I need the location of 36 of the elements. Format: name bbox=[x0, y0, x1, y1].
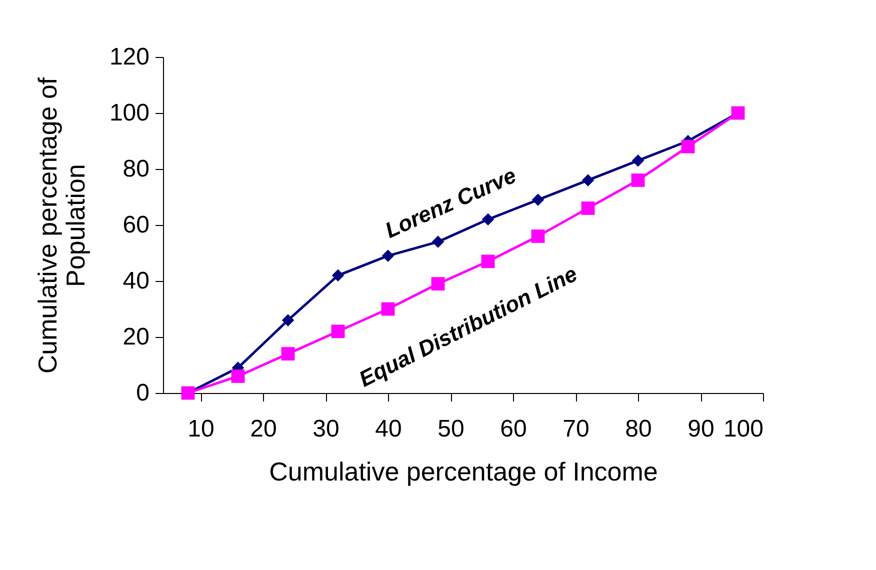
y-tick-label: 80 bbox=[122, 156, 150, 182]
y-tick-label: 20 bbox=[122, 324, 150, 350]
point bbox=[431, 277, 445, 291]
point bbox=[281, 347, 295, 361]
x-tick-label: 80 bbox=[625, 416, 652, 442]
point bbox=[581, 201, 595, 215]
point bbox=[482, 213, 494, 226]
x-tick-label: 90 bbox=[688, 416, 714, 442]
point bbox=[531, 229, 545, 243]
point bbox=[331, 324, 345, 338]
point bbox=[582, 174, 594, 186]
point bbox=[381, 302, 395, 316]
point bbox=[481, 254, 495, 268]
point bbox=[632, 154, 644, 167]
point bbox=[332, 269, 344, 282]
x-tick-label: 40 bbox=[375, 416, 402, 442]
y-tick-label: 40 bbox=[122, 268, 150, 294]
x-tick-label: 70 bbox=[562, 416, 590, 442]
x-tick-label: 30 bbox=[312, 416, 340, 442]
point bbox=[282, 314, 294, 326]
y-tick-label: 100 bbox=[109, 100, 150, 126]
x-tick-label: 10 bbox=[188, 416, 214, 442]
point bbox=[631, 173, 645, 187]
y-tick-label: 60 bbox=[122, 212, 150, 238]
y-axis-title: Cumulative percentage of Population bbox=[32, 76, 90, 374]
y-tick-label: 0 bbox=[136, 380, 150, 406]
point bbox=[681, 140, 695, 154]
y-tick-label: 120 bbox=[109, 44, 150, 70]
point bbox=[382, 250, 394, 262]
x-tick-label: 20 bbox=[250, 416, 277, 442]
point bbox=[231, 369, 245, 383]
x-axis-title: Cumulative percentage of Income bbox=[269, 456, 658, 486]
point bbox=[532, 194, 544, 206]
x-tick-label: 50 bbox=[438, 416, 464, 442]
x-tick-label: 60 bbox=[500, 416, 527, 442]
x-tick-label: 100 bbox=[723, 416, 764, 442]
